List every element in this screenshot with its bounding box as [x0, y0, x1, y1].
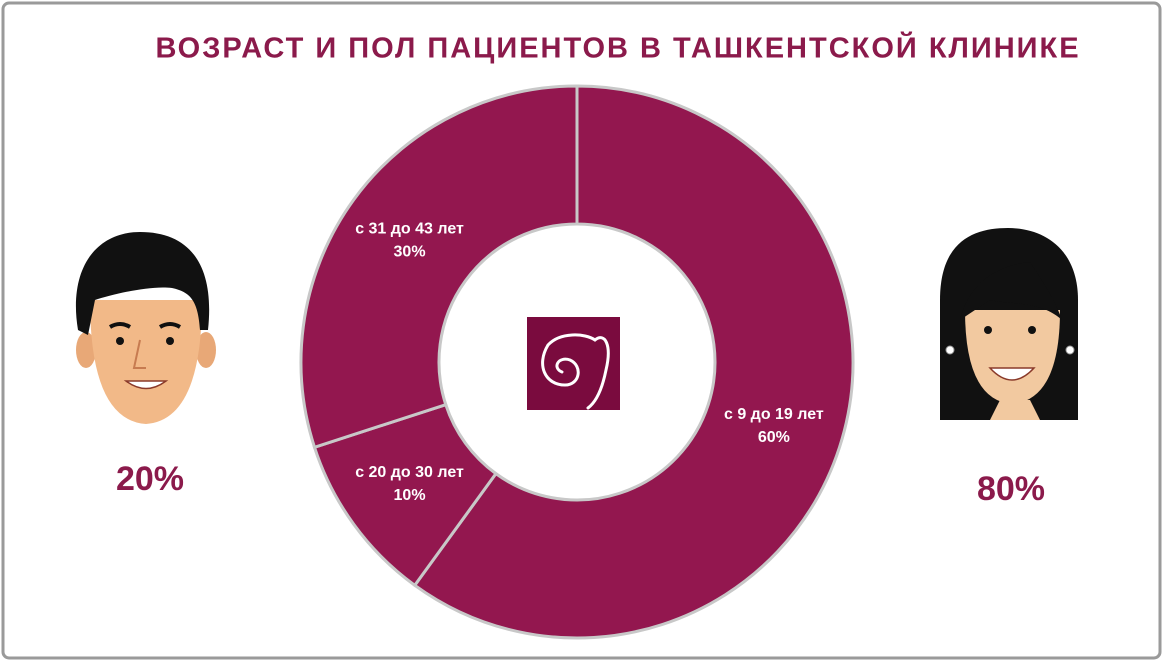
gender-value: 20% — [116, 460, 184, 498]
segment-label: с 9 до 19 лет — [724, 406, 824, 423]
segment-value: 30% — [394, 244, 426, 261]
segment-value: 60% — [758, 429, 790, 446]
segment-label: с 31 до 43 лет — [355, 221, 464, 238]
man-icon — [75, 232, 216, 424]
gender-value: 80% — [977, 470, 1045, 508]
segment-label: с 20 до 30 лет — [355, 464, 464, 481]
woman-icon — [940, 228, 1078, 420]
segment-value: 10% — [394, 487, 426, 504]
donut-segment — [299, 84, 579, 450]
chart-title: ВОЗРАСТ И ПОЛ ПАЦИЕНТОВ В ТАШКЕНТСКОЙ КЛ… — [155, 31, 1080, 65]
donut-segment — [412, 84, 855, 640]
logo — [527, 317, 620, 410]
donut: с 9 до 19 лет 60% с 20 до 30 лет 10% с 31 до… — [299, 84, 855, 640]
